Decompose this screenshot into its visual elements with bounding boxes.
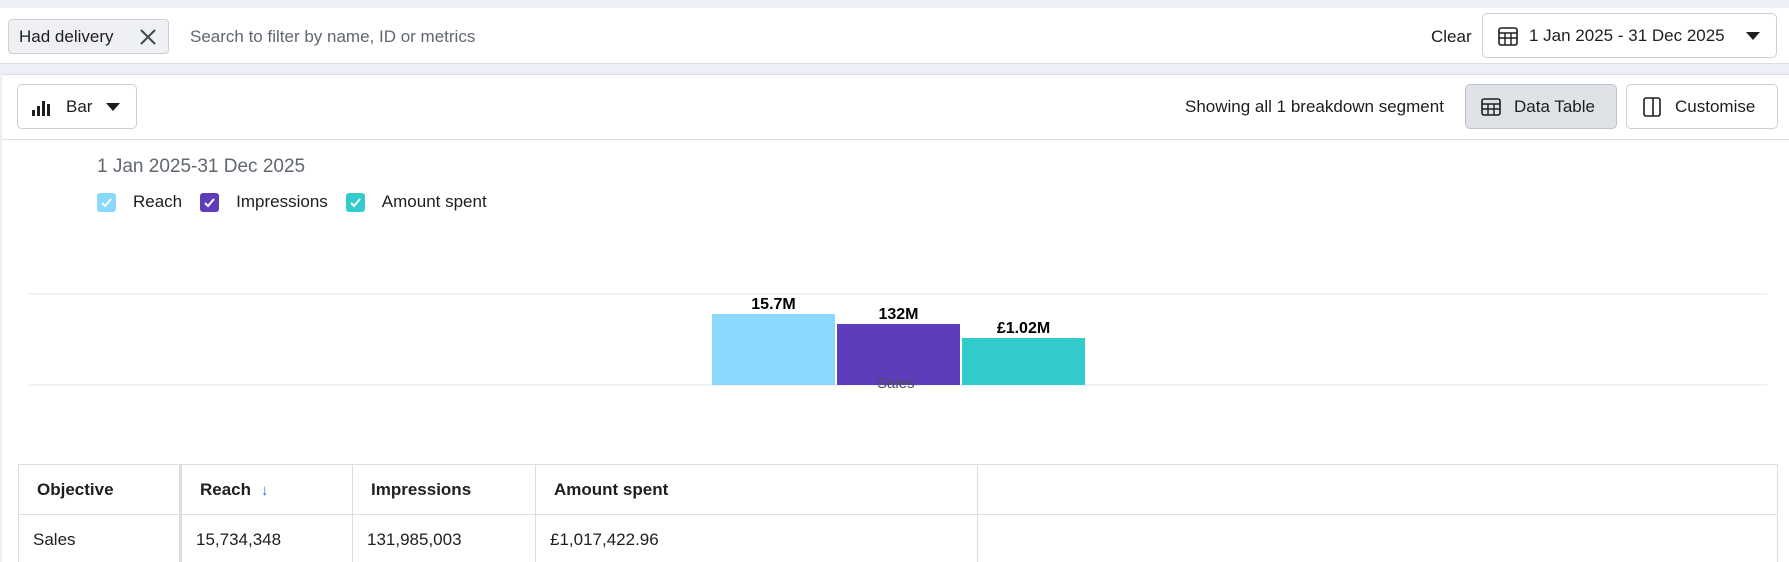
legend-label: Impressions: [236, 192, 328, 211]
column-header-impressions[interactable]: Impressions: [352, 464, 536, 515]
cell-amount-spent: £1,017,422.96: [535, 514, 978, 562]
data-table-label: Data Table: [1514, 96, 1595, 116]
column-header-empty: [977, 464, 1778, 515]
chart-type-dropdown[interactable]: Bar: [17, 84, 137, 129]
filter-bar: Had delivery Clear 1 Jan 2025 - 31 Dec 2…: [0, 8, 1789, 64]
category-label: Sales: [877, 375, 915, 392]
column-header-reach[interactable]: Reach ↓: [180, 464, 353, 515]
bar-value-label: 132M: [878, 306, 918, 323]
cell-impressions: 131,985,003: [352, 514, 536, 562]
chart-type-label: Bar: [66, 96, 93, 116]
calendar-icon: [1498, 26, 1518, 46]
column-header-amount-spent[interactable]: Amount spent: [535, 464, 978, 515]
columns-icon: [1643, 96, 1661, 117]
chart-toolbar: Bar Showing all 1 breakdown segment Data…: [2, 75, 1789, 140]
legend-label: Amount spent: [381, 192, 487, 211]
report-panel: Bar Showing all 1 breakdown segment Data…: [2, 74, 1789, 562]
customise-button[interactable]: Customise: [1626, 84, 1778, 129]
cell-reach: 15,734,348: [180, 514, 353, 562]
cell-objective: Sales: [18, 514, 182, 562]
legend-item-amount-spent[interactable]: Amount spent: [345, 192, 487, 212]
data-table-button[interactable]: Data Table: [1465, 84, 1617, 129]
table-icon: [1481, 97, 1501, 116]
bar-reach[interactable]: [712, 314, 835, 385]
bar-chart: 15.7M 132M £1.02M: [2, 221, 1789, 391]
date-range-picker[interactable]: 1 Jan 2025 - 31 Dec 2025: [1482, 13, 1777, 58]
search-input[interactable]: [190, 19, 1390, 54]
legend-label: Reach: [133, 192, 183, 211]
bar-impressions[interactable]: [837, 324, 960, 385]
filter-chip-label: Had delivery: [19, 26, 114, 46]
chart-canvas: 15.7M 132M £1.02M: [29, 293, 1767, 386]
cell-empty: [977, 514, 1778, 562]
table-header-row: Objective Reach ↓ Impressions Amount spen…: [18, 464, 1778, 515]
arrow-down-icon[interactable]: ↓: [261, 481, 269, 499]
table-row[interactable]: Sales 15,734,348 131,985,003 £1,017,422.…: [18, 514, 1778, 562]
column-header-objective[interactable]: Objective: [18, 464, 182, 515]
chart-date-range: 1 Jan 2025-31 Dec 2025: [97, 156, 306, 177]
bar-value-label: 15.7M: [751, 296, 795, 313]
checkbox-icon: [345, 192, 365, 212]
legend-item-reach[interactable]: Reach: [97, 192, 182, 212]
bar-chart-icon: [32, 100, 50, 116]
clear-button[interactable]: Clear: [1431, 27, 1472, 46]
customise-label: Customise: [1675, 96, 1756, 116]
segment-info: Showing all 1 breakdown segment: [1185, 97, 1444, 116]
filter-chip-had-delivery[interactable]: Had delivery: [8, 19, 169, 54]
chart-legend: Reach Impressions Amount spent: [97, 192, 505, 212]
checkbox-icon: [200, 192, 220, 212]
checkbox-icon: [97, 192, 116, 212]
bar-value-label: £1.02M: [997, 320, 1050, 337]
chevron-down-icon: [1746, 32, 1760, 40]
close-icon[interactable]: [138, 27, 158, 47]
bar-amount-spent[interactable]: [962, 338, 1085, 385]
chevron-down-icon: [106, 103, 120, 111]
legend-item-impressions[interactable]: Impressions: [200, 192, 328, 212]
date-range-label: 1 Jan 2025 - 31 Dec 2025: [1529, 25, 1725, 45]
data-table: Objective Reach ↓ Impressions Amount spen…: [18, 464, 1778, 562]
